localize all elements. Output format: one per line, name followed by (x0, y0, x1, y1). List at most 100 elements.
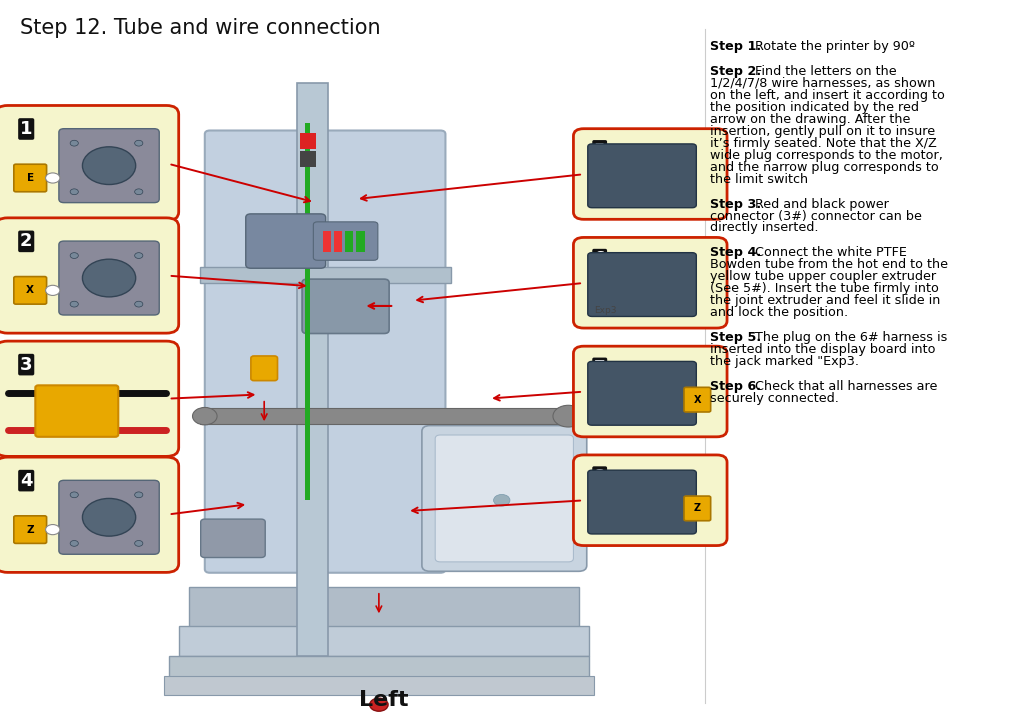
FancyBboxPatch shape (59, 481, 160, 555)
Circle shape (70, 541, 79, 547)
Circle shape (46, 285, 59, 296)
Circle shape (70, 141, 79, 146)
Text: E: E (27, 173, 34, 183)
Bar (334, 231, 342, 252)
FancyBboxPatch shape (0, 341, 178, 457)
Text: 7: 7 (594, 359, 605, 377)
Bar (200, 267, 451, 283)
Text: securely connected.: securely connected. (710, 392, 839, 405)
Circle shape (135, 188, 143, 194)
Circle shape (82, 146, 135, 184)
FancyBboxPatch shape (14, 277, 47, 304)
FancyBboxPatch shape (573, 129, 727, 220)
Bar (164, 676, 594, 695)
FancyBboxPatch shape (14, 516, 47, 544)
FancyBboxPatch shape (0, 105, 178, 220)
Text: X: X (27, 286, 34, 295)
Circle shape (370, 698, 388, 711)
Circle shape (70, 492, 79, 498)
Text: Find the letters on the: Find the letters on the (752, 65, 897, 78)
Text: X: X (693, 394, 701, 405)
FancyBboxPatch shape (59, 241, 160, 315)
Text: and the narrow plug corresponds to: and the narrow plug corresponds to (710, 160, 938, 173)
FancyBboxPatch shape (573, 455, 727, 546)
Text: Step 5.: Step 5. (710, 331, 761, 344)
FancyBboxPatch shape (435, 435, 573, 562)
Bar (300, 133, 316, 149)
Bar (345, 231, 353, 252)
FancyBboxPatch shape (14, 165, 47, 191)
Circle shape (46, 173, 59, 183)
Bar (169, 656, 589, 678)
Text: 3: 3 (20, 355, 33, 373)
Circle shape (193, 407, 217, 425)
FancyBboxPatch shape (422, 426, 587, 571)
Bar (323, 231, 331, 252)
Text: Z: Z (694, 503, 700, 513)
Text: Step 2.: Step 2. (710, 65, 761, 78)
Text: connector (3#) connector can be: connector (3#) connector can be (710, 210, 922, 223)
Text: (See 5#). Insert the tube firmly into: (See 5#). Insert the tube firmly into (710, 282, 939, 295)
FancyBboxPatch shape (0, 457, 178, 573)
Text: 8: 8 (594, 468, 605, 486)
Text: Check that all harnesses are: Check that all harnesses are (752, 380, 938, 393)
Text: Rotate the printer by 90º: Rotate the printer by 90º (752, 40, 915, 53)
Text: Step 6.: Step 6. (710, 380, 761, 393)
FancyBboxPatch shape (313, 222, 378, 260)
Text: arrow on the drawing. After the: arrow on the drawing. After the (710, 112, 910, 125)
Circle shape (70, 188, 79, 194)
Text: 1: 1 (20, 120, 33, 138)
Circle shape (135, 141, 143, 146)
Text: 1/2/4/7/8 wire harnesses, as shown: 1/2/4/7/8 wire harnesses, as shown (710, 77, 935, 90)
Bar (297, 83, 328, 656)
Bar (356, 231, 365, 252)
Text: 6: 6 (594, 251, 605, 268)
Text: the limit switch: the limit switch (710, 173, 808, 186)
Text: the joint extruder and feel it slide in: the joint extruder and feel it slide in (710, 294, 940, 307)
Circle shape (553, 405, 584, 427)
Text: insertion, gently pull on it to insure: insertion, gently pull on it to insure (710, 125, 935, 138)
FancyBboxPatch shape (35, 386, 119, 436)
FancyBboxPatch shape (573, 347, 727, 436)
Text: Connect the white PTFE: Connect the white PTFE (752, 247, 907, 260)
FancyBboxPatch shape (573, 238, 727, 328)
FancyBboxPatch shape (251, 356, 278, 381)
FancyBboxPatch shape (684, 496, 711, 521)
FancyBboxPatch shape (588, 144, 696, 207)
Text: 4: 4 (20, 472, 33, 489)
FancyBboxPatch shape (59, 129, 160, 202)
Circle shape (135, 492, 143, 498)
Text: Bowden tube from the hot end to the: Bowden tube from the hot end to the (710, 258, 947, 271)
Circle shape (82, 499, 135, 536)
FancyBboxPatch shape (588, 361, 696, 425)
Bar (300, 151, 316, 167)
Text: The plug on the 6# harness is: The plug on the 6# harness is (752, 331, 947, 344)
Text: Z: Z (27, 525, 34, 534)
Circle shape (82, 259, 135, 297)
Text: Step 3.: Step 3. (710, 197, 761, 210)
Circle shape (70, 253, 79, 259)
Bar (189, 587, 579, 627)
FancyBboxPatch shape (201, 519, 265, 558)
FancyBboxPatch shape (205, 130, 445, 573)
Bar (179, 626, 589, 656)
Circle shape (135, 253, 143, 259)
FancyBboxPatch shape (588, 253, 696, 316)
Text: 5: 5 (594, 142, 605, 160)
Text: the position indicated by the red: the position indicated by the red (710, 101, 919, 114)
Text: Step 4.: Step 4. (710, 247, 761, 260)
Text: Step 1.: Step 1. (710, 40, 761, 53)
FancyBboxPatch shape (588, 470, 696, 534)
Text: yellow tube upper coupler extruder: yellow tube upper coupler extruder (710, 270, 936, 283)
Circle shape (135, 302, 143, 307)
Bar (305, 123, 310, 500)
Text: inserted into the display board into: inserted into the display board into (710, 343, 935, 356)
Circle shape (46, 525, 59, 535)
FancyBboxPatch shape (684, 387, 711, 412)
Circle shape (494, 494, 510, 506)
Text: on the left, and insert it according to: on the left, and insert it according to (710, 89, 944, 102)
Circle shape (70, 302, 79, 307)
Text: and lock the position.: and lock the position. (710, 306, 848, 319)
Circle shape (135, 541, 143, 547)
Text: Exp3: Exp3 (594, 306, 616, 315)
